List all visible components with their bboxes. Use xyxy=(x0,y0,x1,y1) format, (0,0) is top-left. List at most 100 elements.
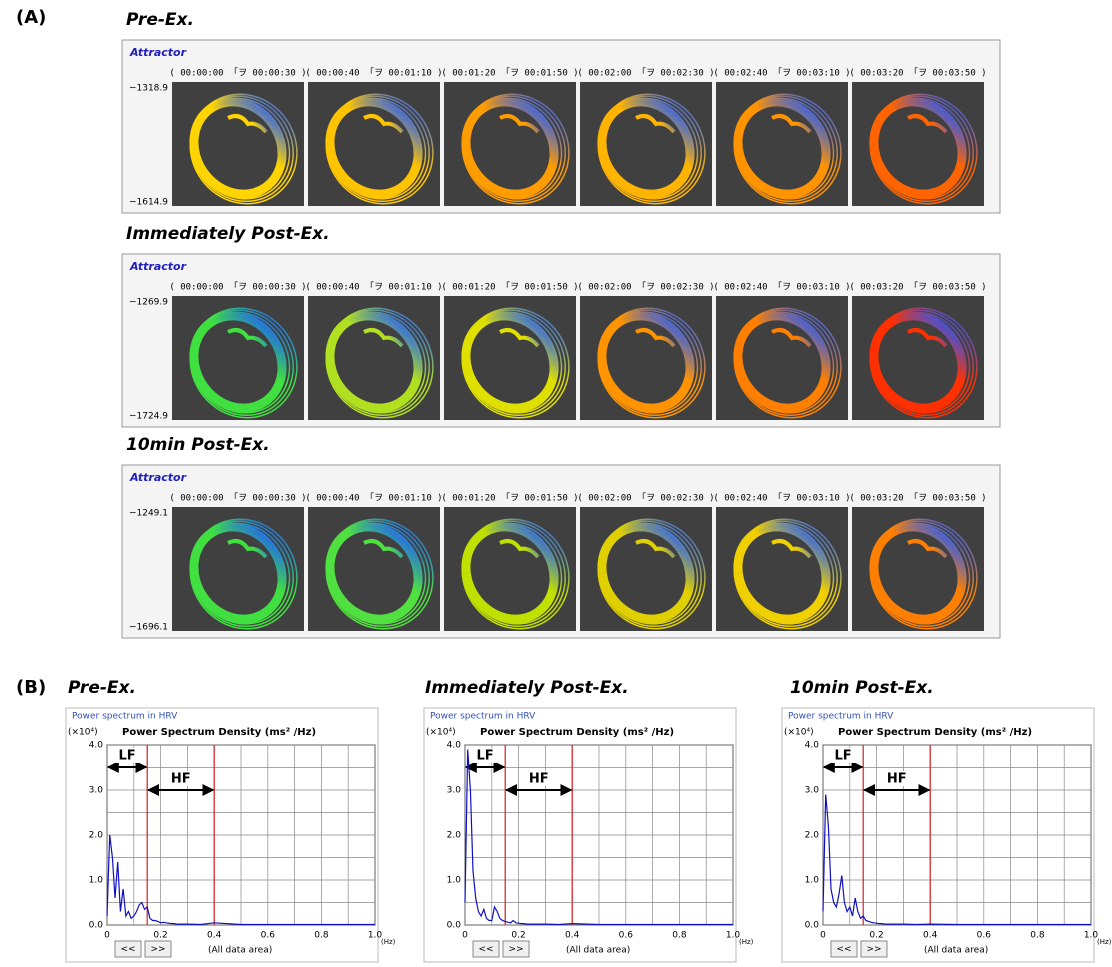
attractor-trace xyxy=(462,309,566,417)
attractor-notch xyxy=(635,539,676,559)
panel-header: Attractor xyxy=(129,471,187,484)
attractor-trace xyxy=(325,307,434,419)
attractor-notch xyxy=(907,539,948,559)
attractor-trace xyxy=(735,311,835,414)
x-tick-label: 0 xyxy=(462,931,468,941)
attractor-trace xyxy=(870,309,974,417)
time-range: ( 00:00:00 「ヲ 00:00:30 ) xyxy=(169,282,306,293)
attractor-trace xyxy=(189,97,287,199)
y-tick-label: 0.0 xyxy=(447,921,462,931)
panel-label: (A) xyxy=(16,7,46,28)
spectrum-line xyxy=(106,834,375,926)
attractor-trace xyxy=(464,313,559,412)
time-range: ( 00:00:40 「ヲ 00:01:10 ) xyxy=(305,68,442,79)
attractor-trace xyxy=(600,524,695,623)
attractor-trace xyxy=(597,97,695,199)
box-label-bg xyxy=(429,710,539,721)
y-tick-label: 0.0 xyxy=(805,921,820,931)
y-max-label: −1269.9 xyxy=(129,298,168,308)
attractor-trace xyxy=(870,520,974,628)
nav-button[interactable] xyxy=(860,940,888,958)
attractor-trace xyxy=(464,524,559,623)
attractor-trace xyxy=(328,99,423,198)
y-max-label: −1249.1 xyxy=(129,509,168,519)
attractor-trace xyxy=(600,313,695,412)
attractor-notch xyxy=(499,114,540,134)
box-label-bg xyxy=(787,710,897,721)
x-tick-label: 0 xyxy=(820,931,826,941)
x-unit: (Hz) xyxy=(1097,938,1112,946)
band-label-bg xyxy=(884,771,909,786)
time-range: ( 00:03:20 「ヲ 00:03:50 ) xyxy=(849,68,986,79)
attractor-trace xyxy=(735,522,835,625)
y-tick-label: 4.0 xyxy=(89,741,104,751)
x-unit: (Hz) xyxy=(381,938,396,946)
attractor-trace xyxy=(461,311,559,413)
y-tick-label: 2.0 xyxy=(89,831,104,841)
attractor-trace xyxy=(733,97,831,199)
attractor-trace xyxy=(328,524,423,623)
nav-button[interactable] xyxy=(472,940,500,958)
nav-button-label[interactable]: >> xyxy=(150,945,165,955)
x-tick-label: 0.8 xyxy=(672,931,687,941)
attractor-trace xyxy=(597,522,695,624)
y-tick-label: 2.0 xyxy=(447,831,462,841)
attractor-trace xyxy=(733,93,842,205)
attractor-trace xyxy=(733,522,831,624)
attractor-notch xyxy=(635,114,676,134)
time-range: ( 00:00:40 「ヲ 00:01:10 ) xyxy=(305,282,442,293)
x-tick-label: 1.0 xyxy=(726,931,741,941)
nav-button[interactable] xyxy=(830,940,858,958)
nav-button-label[interactable]: << xyxy=(120,945,135,955)
attractor-trace xyxy=(599,311,699,414)
nav-button-label[interactable]: << xyxy=(836,945,851,955)
attractor-trace xyxy=(736,99,831,198)
band-label: HF xyxy=(529,772,549,787)
attractor-trace xyxy=(600,99,695,198)
attractor-trace xyxy=(463,311,563,414)
time-range: ( 00:02:40 「ヲ 00:03:10 ) xyxy=(713,493,850,504)
y-tick-label: 4.0 xyxy=(805,741,820,751)
box-label: Power spectrum in HRV xyxy=(788,712,894,722)
y-tick-label: 3.0 xyxy=(805,786,820,796)
attractor-trace xyxy=(872,313,967,412)
spectrum-line xyxy=(464,749,733,926)
time-range: ( 00:02:40 「ヲ 00:03:10 ) xyxy=(713,282,850,293)
nav-button-label[interactable]: << xyxy=(478,945,493,955)
attractor-trace xyxy=(597,518,706,630)
y-tick-label: 3.0 xyxy=(89,786,104,796)
nav-button[interactable] xyxy=(502,940,530,958)
attractor-trace xyxy=(327,97,427,200)
attractor-trace xyxy=(597,311,695,413)
attractor-trace xyxy=(326,309,430,417)
attractor-trace xyxy=(192,99,287,198)
attractor-trace xyxy=(462,520,566,628)
attractor-notch xyxy=(771,328,812,348)
band-label: LF xyxy=(477,749,494,764)
attractor-trace xyxy=(869,93,978,205)
nav-button-label[interactable]: >> xyxy=(508,945,523,955)
attractor-trace xyxy=(325,97,423,199)
y-unit: (×10⁴) xyxy=(426,728,456,738)
box-label: Power spectrum in HRV xyxy=(72,712,178,722)
attractor-trace xyxy=(597,307,706,419)
attractor-trace xyxy=(869,518,978,630)
attractor-trace xyxy=(463,97,563,200)
time-range: ( 00:01:20 「ヲ 00:01:50 ) xyxy=(441,282,578,293)
attractor-notch xyxy=(635,328,676,348)
group-title: Immediately Post-Ex. xyxy=(126,224,330,244)
y-min-label: −1614.9 xyxy=(129,198,168,208)
nav-button[interactable] xyxy=(114,940,142,958)
attractor-trace xyxy=(461,97,559,199)
attractor-trace xyxy=(872,99,967,198)
nav-button[interactable] xyxy=(144,940,172,958)
y-tick-label: 2.0 xyxy=(805,831,820,841)
attractor-trace xyxy=(328,313,423,412)
time-range: ( 00:00:00 「ヲ 00:00:30 ) xyxy=(169,493,306,504)
attractor-notch xyxy=(363,539,404,559)
y-min-label: −1696.1 xyxy=(129,623,168,633)
attractor-trace xyxy=(189,518,298,630)
attractor-trace xyxy=(869,97,967,199)
nav-button-label[interactable]: >> xyxy=(866,945,881,955)
band-label: HF xyxy=(171,772,191,787)
